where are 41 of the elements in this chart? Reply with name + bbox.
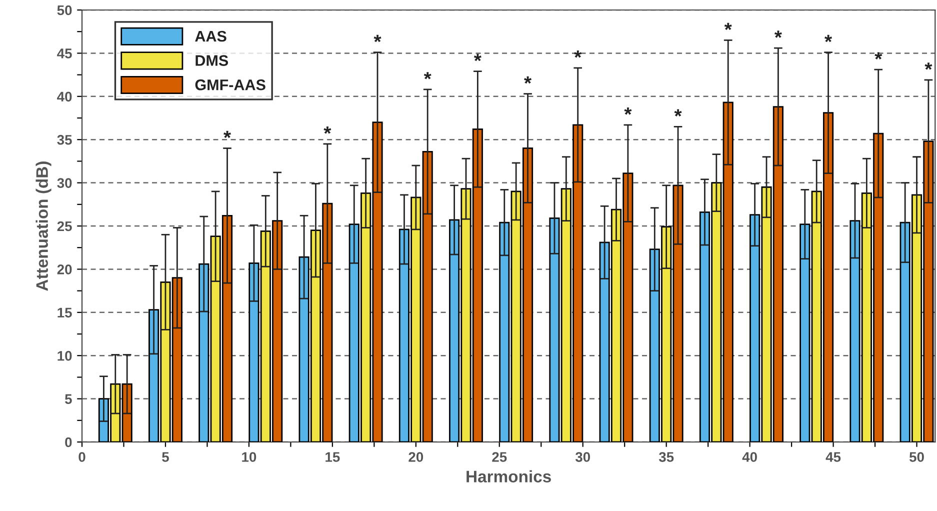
x-tick-label: 45 <box>826 452 841 462</box>
annotation: * <box>674 109 682 116</box>
y-tick-label: 15 <box>58 308 72 318</box>
y-tick-label: 20 <box>57 264 72 274</box>
annotation: * <box>424 72 432 80</box>
annotation: * <box>324 126 332 134</box>
annotation: * <box>574 50 582 58</box>
y-axis-title: Attenuation (dB) <box>36 162 52 291</box>
y-tick-label: 40 <box>57 92 72 102</box>
x-tick-label: 50 <box>909 452 924 462</box>
annotation: * <box>224 130 232 138</box>
legend-label: GMF-AAS <box>195 79 266 90</box>
annotation: * <box>474 54 482 62</box>
y-tick-label: 50 <box>57 5 72 16</box>
y-tick-label: 10 <box>58 350 72 361</box>
legend-label: DMS <box>196 55 228 66</box>
x-tick-label: 5 <box>162 452 169 462</box>
y-tick-label: 5 <box>64 394 72 404</box>
y-tick-label: 25 <box>57 221 72 232</box>
annotation: * <box>524 76 532 84</box>
x-tick-label: 40 <box>742 452 757 462</box>
x-tick-label: 0 <box>78 452 86 462</box>
x-tick-label: 20 <box>408 452 424 462</box>
y-tick-label: 30 <box>57 178 72 188</box>
x-tick-label: 35 <box>658 452 674 462</box>
x-axis-title: Harmonics <box>466 470 551 482</box>
y-tick-label: 35 <box>57 134 72 145</box>
annotation: * <box>624 108 632 115</box>
x-tick-label: 30 <box>575 452 590 462</box>
x-tick-label: 25 <box>492 452 507 462</box>
annotation: * <box>724 22 732 30</box>
x-tick-label: 15 <box>326 452 340 462</box>
annotation: * <box>924 62 932 70</box>
annotation: * <box>374 34 382 42</box>
legend-label: AAS <box>195 30 226 42</box>
annotation: * <box>874 52 882 60</box>
x-tick-label: 10 <box>242 452 256 462</box>
y-tick-label: 45 <box>57 48 72 58</box>
annotation: * <box>774 30 782 38</box>
y-tick-label: 0 <box>65 437 72 448</box>
annotation: * <box>824 34 832 42</box>
